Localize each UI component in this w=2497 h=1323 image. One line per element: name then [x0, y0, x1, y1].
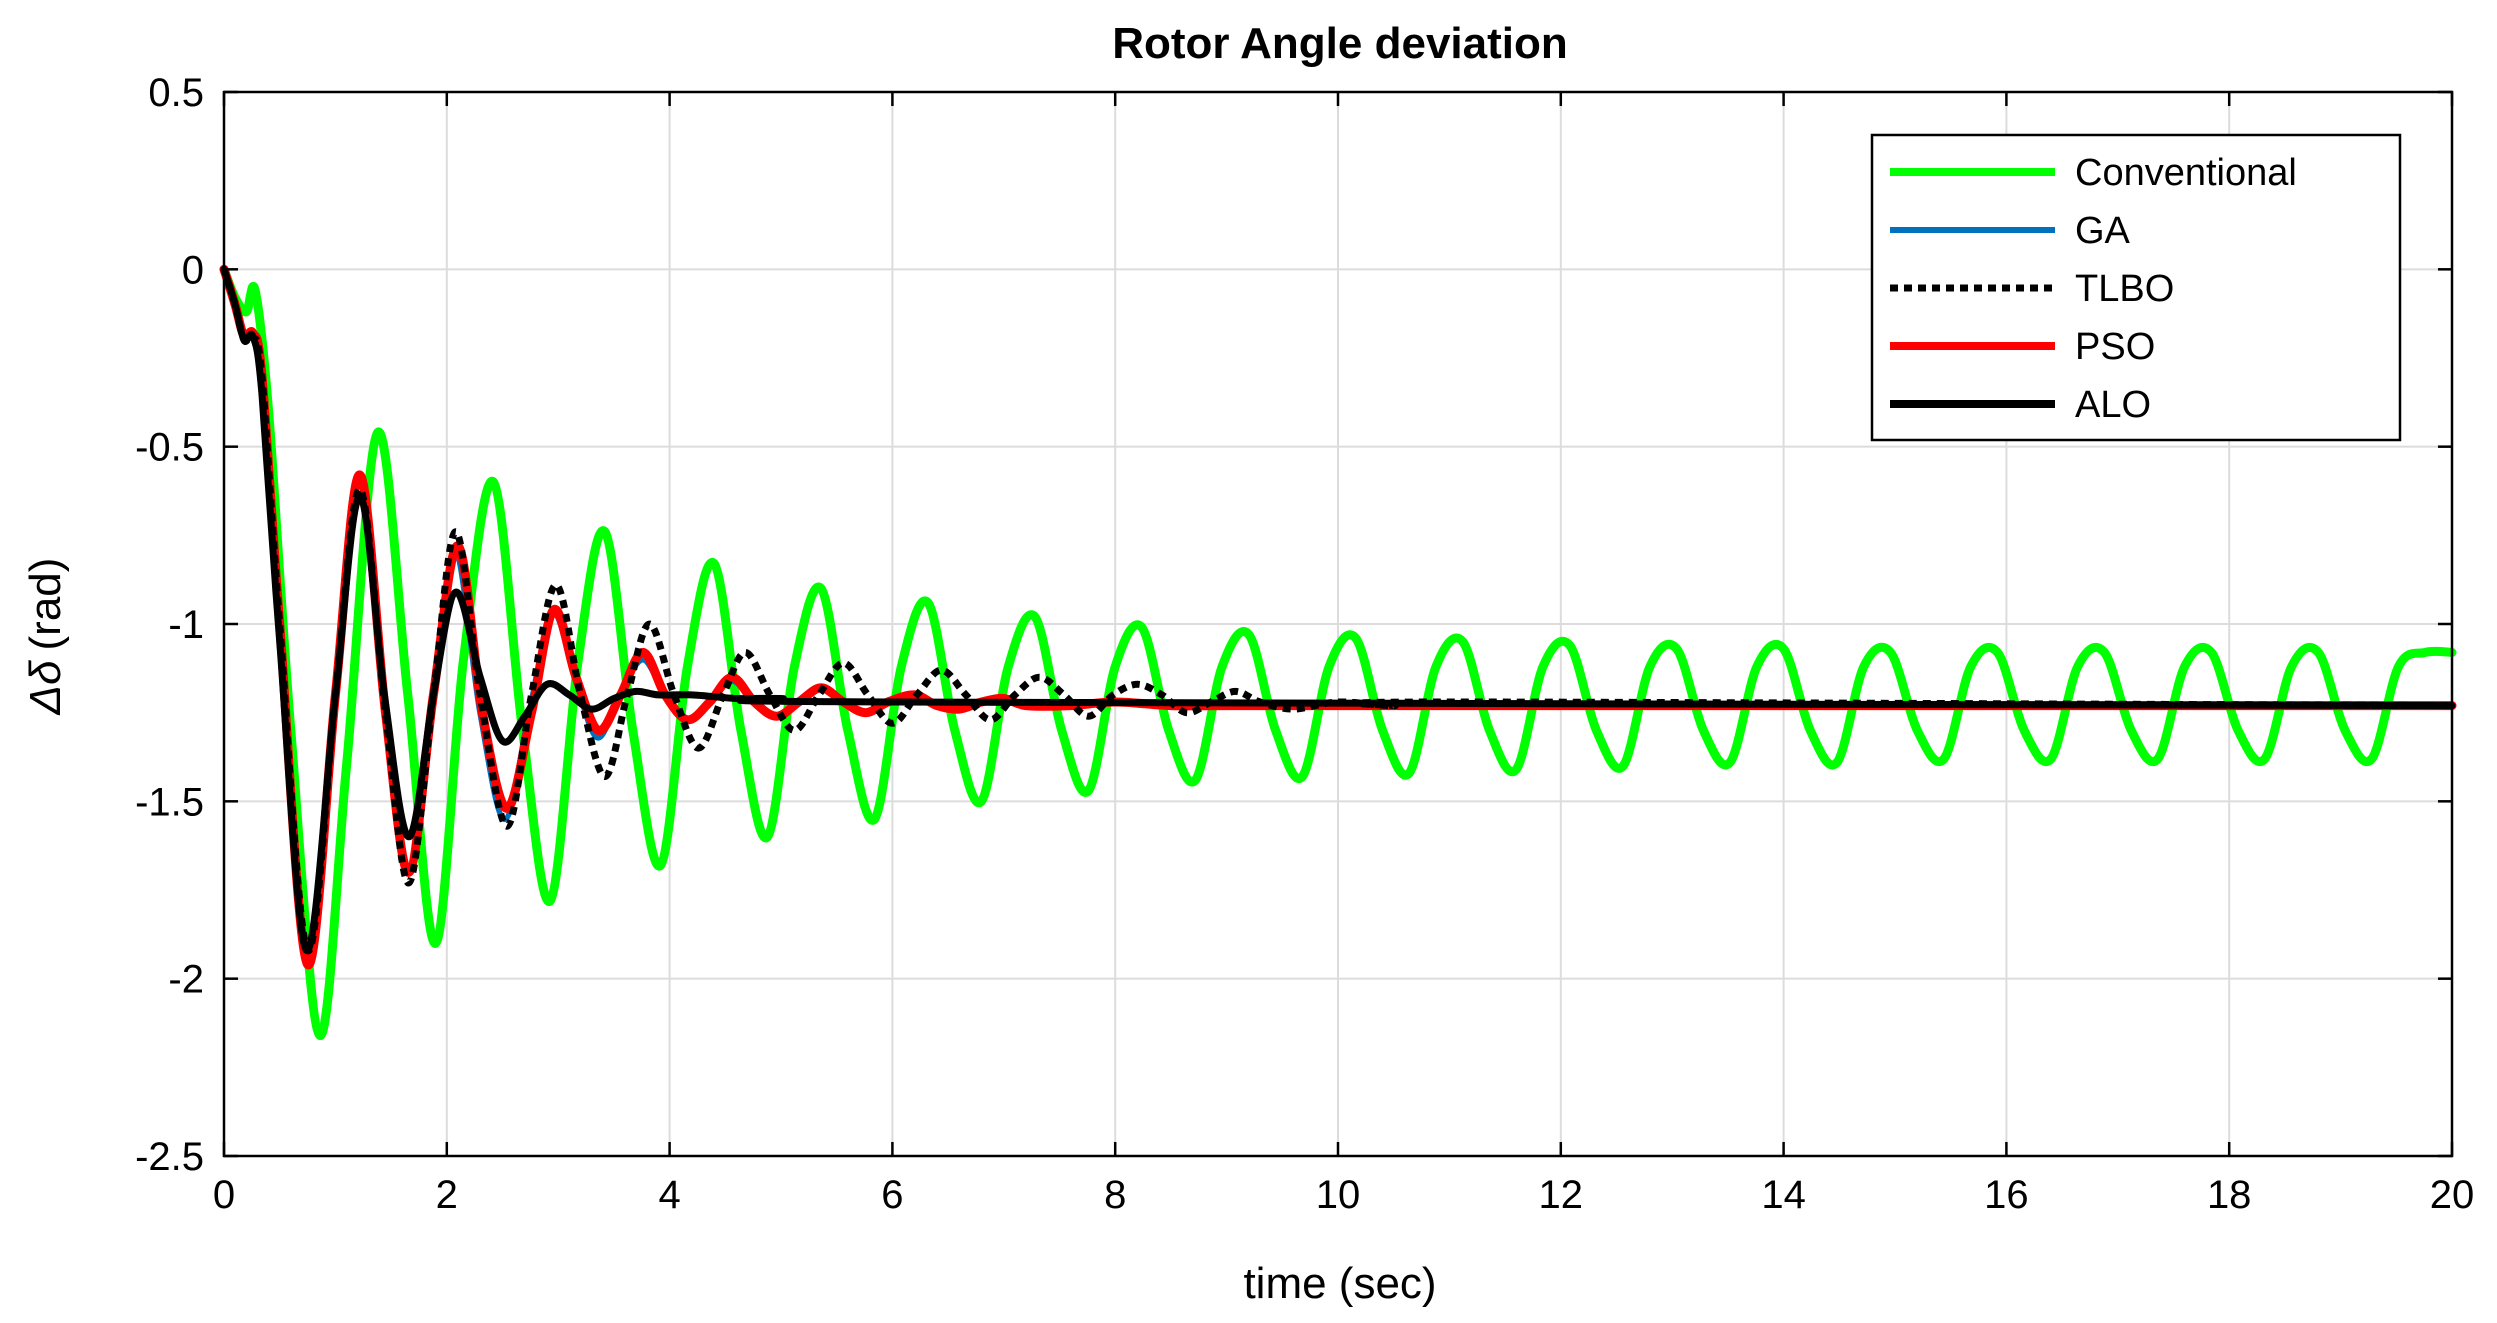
x-tick-label: 20 [2430, 1173, 2475, 1217]
y-tick-label: -0.5 [135, 426, 204, 470]
legend-label-conventional: Conventional [2075, 152, 2297, 194]
x-tick-label: 8 [1104, 1173, 1126, 1217]
y-axis-label-symbol: Δδ [21, 660, 70, 716]
series-layer [219, 264, 2457, 1040]
legend-items: Conventional GA TLBO PSO ALO [1890, 152, 2297, 426]
series-line-alo [220, 265, 2456, 954]
x-tick-label: 0 [213, 1173, 235, 1217]
x-axis-label: time (sec) [1243, 1259, 1436, 1308]
tick-layer: 0 2 4 6 8 10 12 14 16 18 20 0.5 0 -0.5 -1 -1.5 -2 -2.5 [135, 71, 2474, 1217]
y-tick-label: -2 [168, 958, 204, 1002]
legend-label-pso: PSO [2075, 326, 2155, 368]
x-tick-label: 14 [1761, 1173, 1806, 1217]
x-tick-label: 12 [1539, 1173, 1584, 1217]
y-axis-label: Δδ (rad) [21, 558, 70, 716]
legend-label-alo: ALO [2075, 384, 2151, 426]
y-tick-label: 0 [182, 248, 204, 292]
chart-title: Rotor Angle deviation [1112, 19, 1568, 68]
y-tick-label: -1 [168, 603, 204, 647]
y-tick-label: 0.5 [148, 71, 204, 115]
legend: Conventional GA TLBO PSO ALO [1870, 133, 2402, 442]
y-tick-label: -1.5 [135, 780, 204, 824]
x-tick-label: 4 [658, 1173, 680, 1217]
x-tick-label: 2 [436, 1173, 458, 1217]
y-axis-label-unit: (rad) [21, 558, 70, 651]
x-tick-label: 16 [1984, 1173, 2029, 1217]
x-tick-label: 6 [881, 1173, 903, 1217]
x-tick-label: 10 [1316, 1173, 1361, 1217]
series-line-conventional [219, 264, 2457, 1040]
y-tick-label: -2.5 [135, 1135, 204, 1179]
legend-label-ga: GA [2075, 210, 2131, 252]
x-tick-label: 18 [2207, 1173, 2252, 1217]
legend-label-tlbo: TLBO [2075, 268, 2174, 310]
